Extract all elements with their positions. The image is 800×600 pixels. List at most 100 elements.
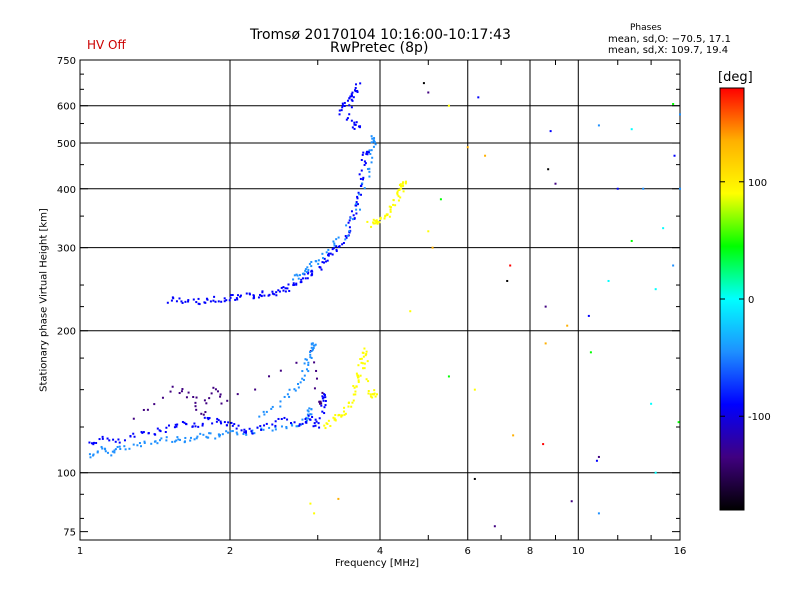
data-point bbox=[677, 421, 680, 424]
data-point bbox=[167, 424, 170, 427]
data-point bbox=[373, 141, 376, 144]
data-point bbox=[350, 119, 353, 122]
data-point bbox=[136, 444, 139, 447]
data-point bbox=[280, 418, 283, 421]
data-point bbox=[197, 425, 200, 428]
data-point bbox=[197, 297, 200, 300]
data-point bbox=[305, 420, 308, 423]
x-tick-label: 8 bbox=[527, 546, 533, 557]
data-point bbox=[295, 282, 298, 285]
data-point bbox=[262, 428, 265, 431]
data-point bbox=[227, 431, 230, 434]
data-point bbox=[662, 227, 665, 230]
x-tick-label: 2 bbox=[227, 546, 233, 557]
data-point bbox=[315, 369, 318, 372]
data-point bbox=[236, 294, 239, 297]
data-point bbox=[439, 198, 442, 201]
data-point bbox=[286, 393, 289, 396]
data-point bbox=[227, 421, 230, 424]
data-point bbox=[142, 431, 145, 434]
data-point bbox=[630, 239, 633, 242]
data-point bbox=[132, 417, 135, 420]
data-point bbox=[184, 300, 187, 303]
data-point bbox=[235, 427, 238, 430]
data-point bbox=[405, 180, 408, 183]
data-point bbox=[308, 262, 311, 265]
colorbar-tick-label: 100 bbox=[748, 178, 767, 189]
data-point bbox=[309, 356, 312, 359]
data-point bbox=[361, 362, 364, 365]
data-point bbox=[108, 439, 111, 442]
data-point bbox=[477, 96, 480, 99]
data-point bbox=[354, 204, 357, 207]
data-point bbox=[124, 448, 127, 451]
data-point bbox=[374, 143, 377, 146]
data-point bbox=[233, 423, 236, 426]
data-point bbox=[400, 187, 403, 190]
data-point bbox=[335, 250, 338, 253]
data-point bbox=[352, 96, 355, 99]
data-point bbox=[566, 324, 569, 327]
data-point bbox=[363, 163, 366, 166]
data-point bbox=[358, 193, 361, 196]
data-point bbox=[142, 408, 145, 411]
data-point bbox=[365, 350, 368, 353]
data-point bbox=[368, 149, 371, 152]
data-point bbox=[206, 298, 209, 301]
data-point bbox=[194, 405, 197, 408]
data-point bbox=[156, 427, 159, 430]
data-point bbox=[111, 450, 114, 453]
data-point bbox=[219, 420, 222, 423]
data-point bbox=[171, 385, 174, 388]
data-point bbox=[335, 245, 338, 248]
data-point bbox=[161, 396, 164, 399]
data-point bbox=[220, 300, 223, 303]
data-point bbox=[289, 422, 292, 425]
data-point bbox=[323, 257, 326, 260]
data-point bbox=[260, 295, 263, 298]
data-point bbox=[240, 429, 243, 432]
y-tick-label: 200 bbox=[57, 327, 76, 338]
data-point bbox=[353, 127, 356, 130]
data-point bbox=[544, 305, 547, 308]
data-point bbox=[291, 424, 294, 427]
data-point bbox=[334, 414, 337, 417]
data-point bbox=[318, 400, 321, 403]
data-point bbox=[331, 253, 334, 256]
data-point bbox=[220, 422, 223, 425]
data-point bbox=[318, 426, 321, 429]
data-point bbox=[372, 218, 375, 221]
data-point bbox=[343, 406, 346, 409]
data-point bbox=[360, 159, 363, 162]
data-point bbox=[104, 448, 107, 451]
data-point bbox=[345, 118, 348, 121]
data-point bbox=[320, 268, 323, 271]
data-point bbox=[352, 385, 355, 388]
data-point bbox=[179, 438, 182, 441]
data-point bbox=[493, 525, 496, 528]
data-point bbox=[329, 425, 332, 428]
data-point bbox=[113, 449, 116, 452]
data-point bbox=[363, 367, 366, 370]
data-point bbox=[304, 417, 307, 420]
data-point bbox=[427, 230, 430, 233]
data-point bbox=[165, 439, 168, 442]
data-point bbox=[310, 408, 313, 411]
data-point bbox=[296, 274, 299, 277]
data-point bbox=[176, 436, 179, 439]
data-point bbox=[305, 271, 308, 274]
data-point bbox=[389, 208, 392, 211]
data-point bbox=[357, 191, 360, 194]
y-tick-label: 500 bbox=[57, 139, 76, 150]
data-point bbox=[360, 184, 363, 187]
data-point bbox=[231, 430, 234, 433]
data-point bbox=[175, 425, 178, 428]
data-point bbox=[129, 435, 132, 438]
data-point bbox=[304, 269, 307, 272]
data-point bbox=[332, 247, 335, 250]
data-point bbox=[243, 428, 246, 431]
data-point bbox=[260, 427, 263, 430]
data-point bbox=[365, 378, 368, 381]
data-point bbox=[323, 406, 326, 409]
x-tick-label: 10 bbox=[572, 546, 585, 557]
